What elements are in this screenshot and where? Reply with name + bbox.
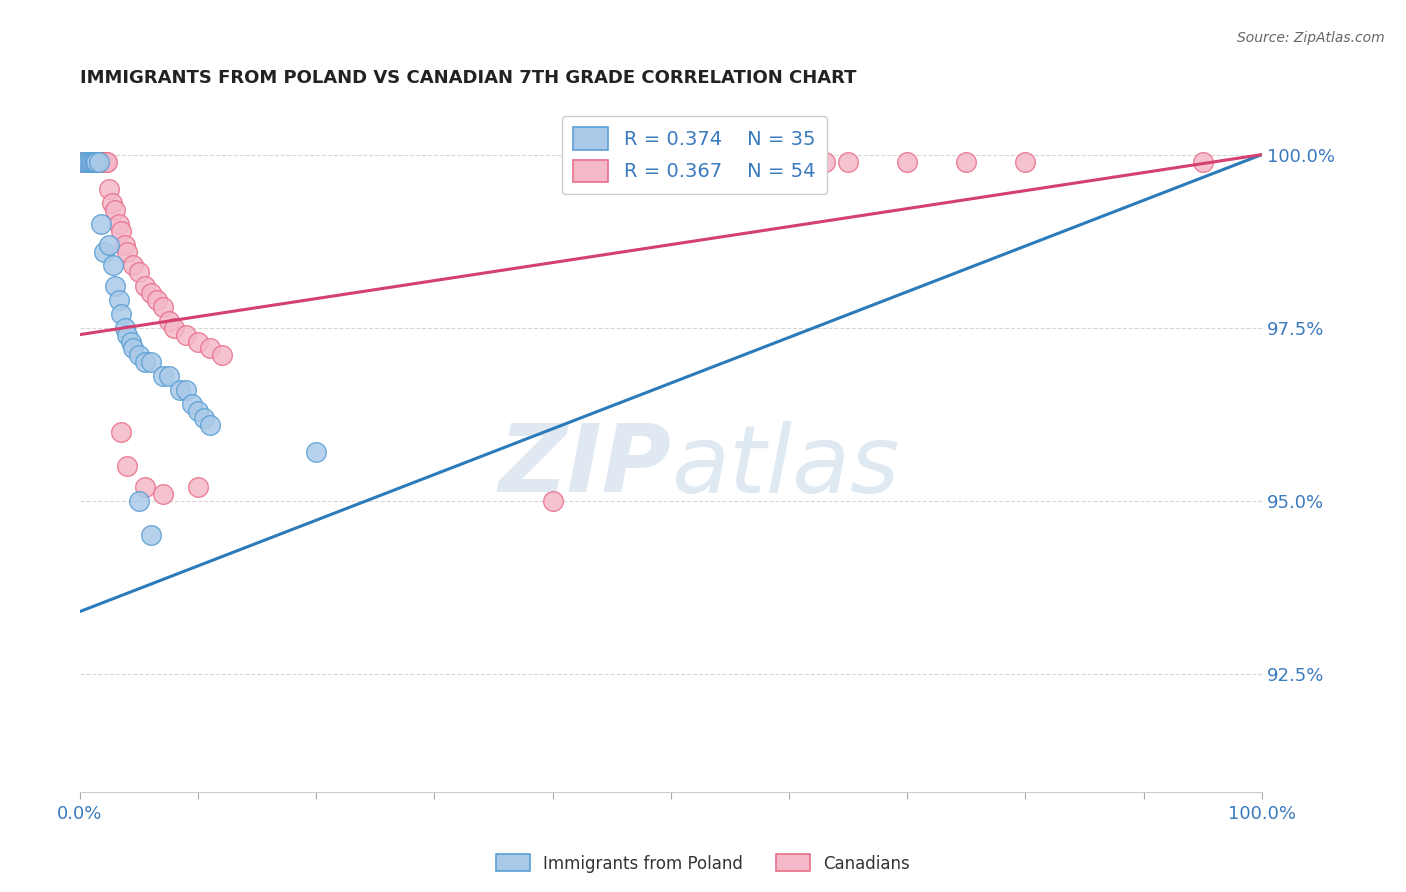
Point: [72, 154, 94, 169]
Point: [87, 154, 110, 169]
Point: [83, 154, 105, 169]
Point: [120, 334, 142, 349]
Point: [98, 237, 121, 252]
Point: [187, 334, 209, 349]
Point: [108, 293, 131, 307]
Point: [76, 154, 98, 169]
Point: [72, 154, 94, 169]
Text: IMMIGRANTS FROM POLAND VS CANADIAN 7TH GRADE CORRELATION CHART: IMMIGRANTS FROM POLAND VS CANADIAN 7TH G…: [80, 69, 856, 87]
Point: [84, 154, 107, 169]
Point: [152, 369, 174, 384]
Point: [600, 154, 623, 169]
Point: [122, 258, 145, 272]
Point: [86, 154, 108, 169]
Point: [211, 348, 233, 362]
Point: [134, 279, 156, 293]
Point: [198, 342, 221, 356]
Point: [128, 348, 150, 362]
Point: [181, 397, 204, 411]
Point: [98, 182, 121, 196]
Point: [139, 286, 162, 301]
Point: [93, 244, 115, 259]
Point: [128, 265, 150, 279]
Point: [79, 154, 101, 169]
Point: [101, 258, 124, 272]
Point: [77, 154, 100, 169]
Point: [80, 154, 103, 169]
Point: [84, 154, 107, 169]
Point: [104, 279, 127, 293]
Point: [198, 417, 221, 432]
Point: [163, 320, 186, 334]
Point: [174, 327, 197, 342]
Point: [896, 154, 918, 169]
Point: [114, 320, 136, 334]
Legend: Immigrants from Poland, Canadians: Immigrants from Poland, Canadians: [489, 847, 917, 880]
Point: [157, 314, 180, 328]
Point: [110, 307, 132, 321]
Point: [86, 154, 108, 169]
Text: atlas: atlas: [671, 421, 898, 512]
Point: [90, 154, 112, 169]
Point: [101, 196, 124, 211]
Point: [541, 493, 564, 508]
Point: [134, 480, 156, 494]
Point: [75, 154, 97, 169]
Text: ZIP: ZIP: [498, 420, 671, 512]
Point: [718, 154, 741, 169]
Point: [305, 445, 328, 459]
Point: [157, 369, 180, 384]
Point: [837, 154, 859, 169]
Point: [187, 404, 209, 418]
Point: [110, 425, 132, 439]
Point: [128, 493, 150, 508]
Point: [87, 154, 110, 169]
Point: [86, 154, 108, 169]
Point: [152, 300, 174, 314]
Point: [139, 528, 162, 542]
Point: [96, 154, 118, 169]
Point: [80, 154, 103, 169]
Point: [778, 154, 800, 169]
Point: [75, 154, 97, 169]
Point: [104, 202, 127, 217]
Point: [90, 217, 112, 231]
Point: [110, 224, 132, 238]
Point: [70, 154, 93, 169]
Point: [152, 487, 174, 501]
Point: [187, 480, 209, 494]
Point: [93, 154, 115, 169]
Point: [79, 154, 101, 169]
Point: [1191, 154, 1213, 169]
Point: [91, 154, 114, 169]
Point: [115, 327, 138, 342]
Point: [114, 237, 136, 252]
Point: [813, 154, 835, 169]
Point: [193, 410, 215, 425]
Point: [93, 154, 115, 169]
Point: [94, 154, 117, 169]
Point: [79, 154, 101, 169]
Point: [115, 459, 138, 474]
Point: [955, 154, 977, 169]
Point: [89, 154, 111, 169]
Point: [108, 217, 131, 231]
Point: [1014, 154, 1036, 169]
Point: [145, 293, 167, 307]
Point: [169, 383, 191, 397]
Point: [115, 244, 138, 259]
Point: [83, 154, 105, 169]
Point: [122, 342, 145, 356]
Point: [76, 154, 98, 169]
Point: [134, 355, 156, 369]
Text: Source: ZipAtlas.com: Source: ZipAtlas.com: [1237, 31, 1385, 45]
Point: [174, 383, 197, 397]
Point: [79, 154, 101, 169]
Point: [139, 355, 162, 369]
Legend: R = 0.374    N = 35, R = 0.367    N = 54: R = 0.374 N = 35, R = 0.367 N = 54: [562, 116, 827, 194]
